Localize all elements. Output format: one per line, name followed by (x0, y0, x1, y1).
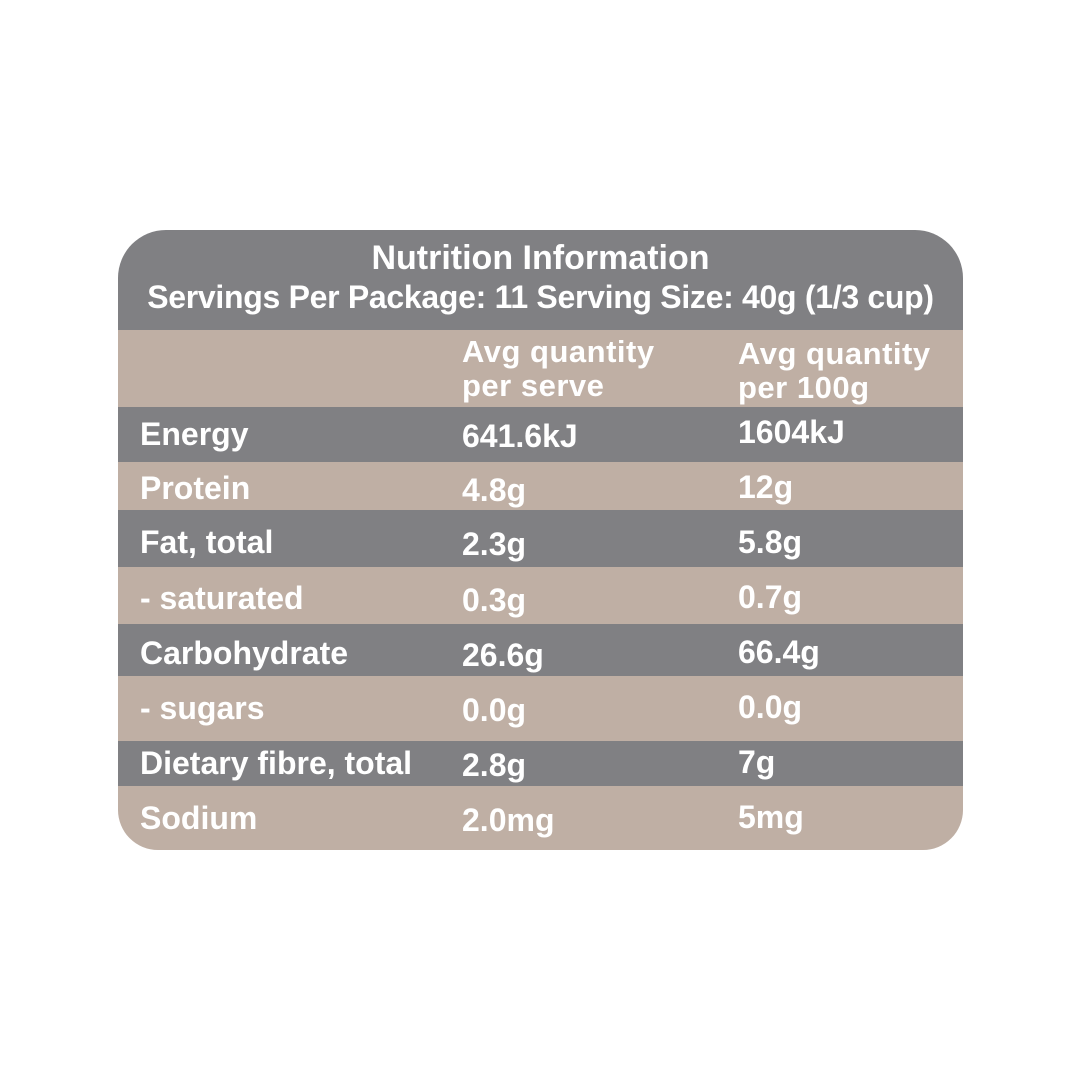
per-100g-value: 12g (738, 469, 794, 505)
table-row: Sodium 2.0mg 5mg (118, 786, 963, 850)
per-serve-header-line2: per serve (462, 368, 605, 403)
nutrient-name: Dietary fibre, total (140, 745, 413, 781)
per-serve-value: 2.0mg (462, 802, 555, 838)
panel-title: Nutrition Information (371, 239, 710, 277)
per-serve-value: 0.0g (462, 692, 527, 728)
table-row: Protein 4.8g 12g (118, 462, 963, 510)
nutrition-panel: Nutrition Information Servings Per Packa… (118, 230, 963, 850)
per-serve-value: 26.6g (462, 637, 544, 673)
serving-info: Servings Per Package: 11 Serving Size: 4… (147, 279, 934, 315)
table-row: - saturated 0.3g 0.7g (118, 567, 963, 624)
nutrient-name: - saturated (140, 580, 304, 616)
table-row: Carbohydrate 26.6g 66.4g (118, 624, 963, 676)
per-100g-value: 66.4g (738, 634, 820, 670)
nutrient-name: Fat, total (140, 524, 274, 560)
column-header-row: Avg quantity per serve Avg quantity per … (118, 330, 963, 407)
per-100g-value: 0.7g (738, 579, 803, 615)
table-row: - sugars 0.0g 0.0g (118, 676, 963, 741)
per-100g-value: 1604kJ (738, 414, 845, 450)
per-100g-value: 0.0g (738, 689, 803, 725)
per-100g-header-line2: per 100g (738, 370, 870, 405)
nutrient-name: Energy (140, 416, 249, 452)
nutrient-name: Sodium (140, 800, 258, 836)
per-100g-header-line1: Avg quantity (738, 336, 931, 371)
nutrient-name: Carbohydrate (140, 635, 349, 671)
per-100g-value: 5.8g (738, 524, 803, 560)
per-serve-header-line1: Avg quantity (462, 334, 655, 369)
table-row: Fat, total 2.3g 5.8g (118, 510, 963, 567)
table-row: Dietary fibre, total 2.8g 7g (118, 741, 963, 786)
title-block: Nutrition Information Servings Per Packa… (118, 230, 963, 330)
nutrient-name: - sugars (140, 690, 265, 726)
per-100g-value: 7g (738, 744, 776, 780)
per-serve-value: 4.8g (462, 472, 527, 508)
nutrient-name: Protein (140, 470, 251, 506)
per-serve-value: 641.6kJ (462, 418, 578, 454)
per-serve-value: 2.8g (462, 747, 527, 783)
per-serve-value: 0.3g (462, 582, 527, 618)
per-100g-value: 5mg (738, 799, 804, 835)
table-row: Energy 641.6kJ 1604kJ (118, 407, 963, 462)
per-serve-value: 2.3g (462, 526, 527, 562)
